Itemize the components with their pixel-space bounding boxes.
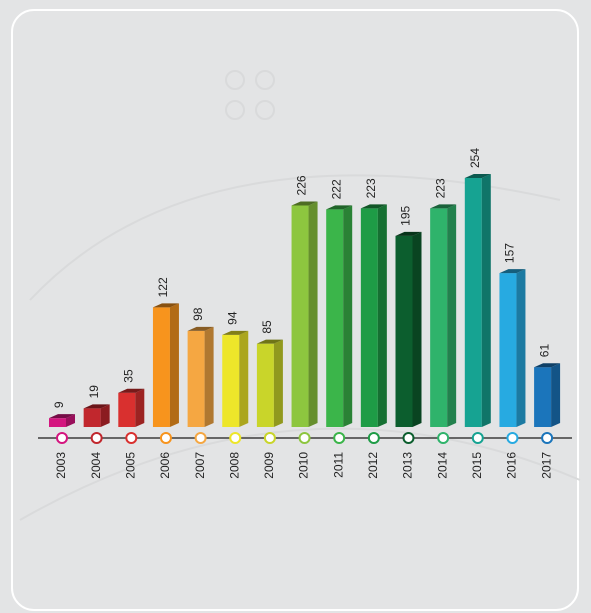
value-label: 94	[225, 311, 239, 325]
bar-top	[118, 388, 145, 393]
bar-top	[534, 363, 561, 368]
bar-top	[430, 204, 457, 209]
value-label: 157	[503, 243, 517, 263]
bar-top	[83, 404, 110, 409]
bar-side	[239, 330, 249, 427]
timeline-dot	[229, 432, 242, 444]
timeline-dot	[367, 432, 380, 444]
bar-top	[326, 205, 353, 210]
timeline-dot	[125, 432, 138, 444]
bar	[360, 208, 378, 427]
bar-top	[152, 303, 179, 308]
timeline-dot	[298, 432, 311, 444]
bar	[256, 343, 274, 427]
bar	[222, 334, 240, 427]
value-label: 195	[399, 205, 413, 225]
value-label: 61	[537, 344, 551, 358]
value-label: 19	[87, 385, 101, 399]
bar	[152, 307, 170, 427]
bar	[49, 418, 66, 427]
bar-top	[291, 201, 318, 206]
value-label: 222	[329, 179, 343, 199]
bar	[326, 209, 344, 427]
bar	[118, 392, 136, 427]
bar-side	[481, 174, 491, 427]
x-tick-label: 2010	[297, 452, 311, 479]
bar	[534, 367, 552, 427]
bar-side	[343, 205, 353, 427]
timeline-dot	[541, 432, 554, 444]
bar	[395, 235, 413, 427]
bar-top	[499, 269, 526, 274]
bar-side	[516, 269, 526, 427]
value-label: 223	[364, 178, 378, 198]
bar-side	[308, 201, 318, 427]
bar-top	[256, 339, 283, 344]
timeline-dot	[333, 432, 346, 444]
timeline-dot	[159, 432, 172, 444]
bar-side	[412, 231, 422, 427]
x-tick-label: 2006	[158, 452, 172, 479]
bar-top	[360, 204, 387, 209]
x-tick-label: 2013	[401, 452, 415, 479]
x-tick-label: 2011	[331, 452, 345, 478]
bar-top	[395, 231, 422, 236]
x-tick-label: 2009	[262, 452, 276, 479]
timeline-dot	[402, 432, 415, 444]
value-label: 254	[468, 148, 482, 168]
x-tick-label: 2016	[505, 452, 519, 479]
bar-side	[204, 326, 214, 427]
x-tick-label: 2003	[54, 452, 68, 479]
x-tick-label: 2014	[435, 452, 449, 479]
bar-side	[377, 204, 387, 427]
x-tick-label: 2005	[123, 452, 137, 479]
bar	[430, 208, 448, 427]
value-label: 35	[121, 369, 135, 383]
x-tick-label: 2017	[539, 452, 553, 479]
timeline-dot	[437, 432, 450, 444]
decor	[19, 70, 581, 521]
panel-border	[11, 9, 579, 611]
value-label: 223	[433, 178, 447, 198]
value-label: 9	[52, 401, 66, 408]
bar-side	[66, 414, 75, 427]
bar-top	[187, 326, 214, 331]
x-tick-label: 2004	[89, 452, 103, 479]
bar	[187, 330, 205, 427]
bar	[291, 205, 309, 427]
timeline-dot	[56, 432, 68, 444]
bar-side	[169, 303, 179, 427]
value-label: 122	[156, 277, 170, 297]
x-tick-label: 2012	[366, 452, 380, 479]
bar-side	[100, 404, 110, 427]
x-tick-label: 2007	[193, 452, 207, 479]
bar-top	[49, 414, 75, 419]
bar	[499, 273, 517, 427]
value-label: 226	[295, 175, 309, 195]
bar	[464, 178, 482, 427]
x-tick-label: 2015	[470, 452, 484, 479]
timeline-dot	[506, 432, 519, 444]
bar-side	[135, 388, 145, 427]
value-label: 98	[191, 307, 205, 321]
bar-top	[464, 174, 491, 178]
bar-side	[273, 339, 283, 427]
bar-side	[551, 363, 561, 427]
bar-top	[222, 330, 249, 335]
timeline-dot	[263, 432, 276, 444]
x-tick-label: 2008	[227, 452, 241, 479]
bar-side	[447, 204, 457, 427]
timeline-dot	[90, 432, 103, 444]
bar	[83, 408, 101, 427]
timeline-dot	[194, 432, 207, 444]
timeline-dot	[471, 432, 484, 444]
value-label: 85	[260, 320, 274, 334]
